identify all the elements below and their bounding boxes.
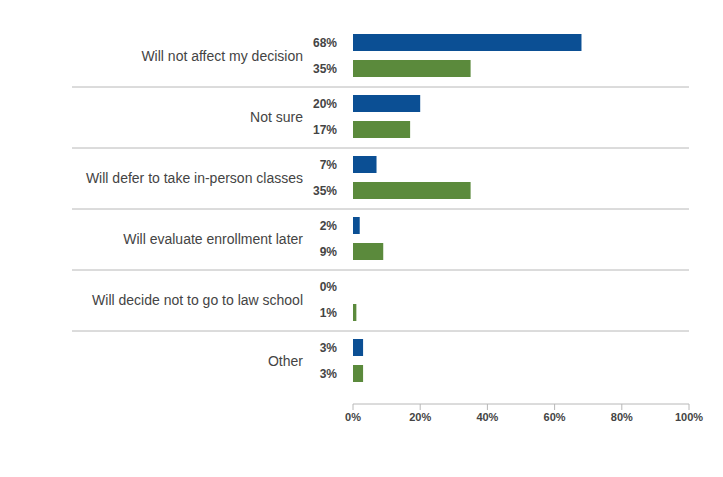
data-label: 17% [313,123,337,137]
category-label: Will decide not to go to law school [92,292,303,308]
bar [353,121,410,138]
bar [353,304,356,321]
bar [353,182,471,199]
row-separator [72,87,689,88]
bar [353,60,471,77]
x-tick-label: 100% [675,411,703,423]
row-separator [72,209,689,210]
x-tick-label: 20% [409,411,431,423]
data-label: 68% [313,36,337,50]
x-tick [554,404,555,410]
bar [353,217,360,234]
bar [353,278,354,295]
bar [353,339,363,356]
category-label: Not sure [250,109,303,125]
x-tick [353,404,354,410]
row-separator [72,148,689,149]
row-separator [72,270,689,271]
x-tick [420,404,421,410]
x-tick-label: 60% [544,411,566,423]
x-tick-label: 40% [476,411,498,423]
data-label: 20% [313,97,337,111]
data-label: 9% [320,245,338,259]
bars [353,34,581,382]
data-label: 1% [320,306,338,320]
x-axis-line [353,404,689,405]
data-label: 3% [320,367,338,381]
data-label: 0% [320,280,338,294]
x-tick [487,404,488,410]
x-tick-label: 0% [345,411,361,423]
data-label: 7% [320,158,338,172]
row-separator [72,331,689,332]
bar [353,34,581,51]
data-label: 35% [313,62,337,76]
bar [353,243,383,260]
data-label: 3% [320,341,338,355]
x-tick [621,404,622,410]
data-label: 35% [313,184,337,198]
bar [353,365,363,382]
bar [353,95,420,112]
bar [353,156,377,173]
category-label: Will evaluate enrollment later [123,231,303,247]
category-label: Will defer to take in-person classes [86,170,303,186]
x-tick [689,404,690,410]
category-label: Will not affect my decision [141,48,303,64]
data-label: 2% [320,219,338,233]
category-label: Other [268,353,303,369]
x-tick-label: 80% [611,411,633,423]
